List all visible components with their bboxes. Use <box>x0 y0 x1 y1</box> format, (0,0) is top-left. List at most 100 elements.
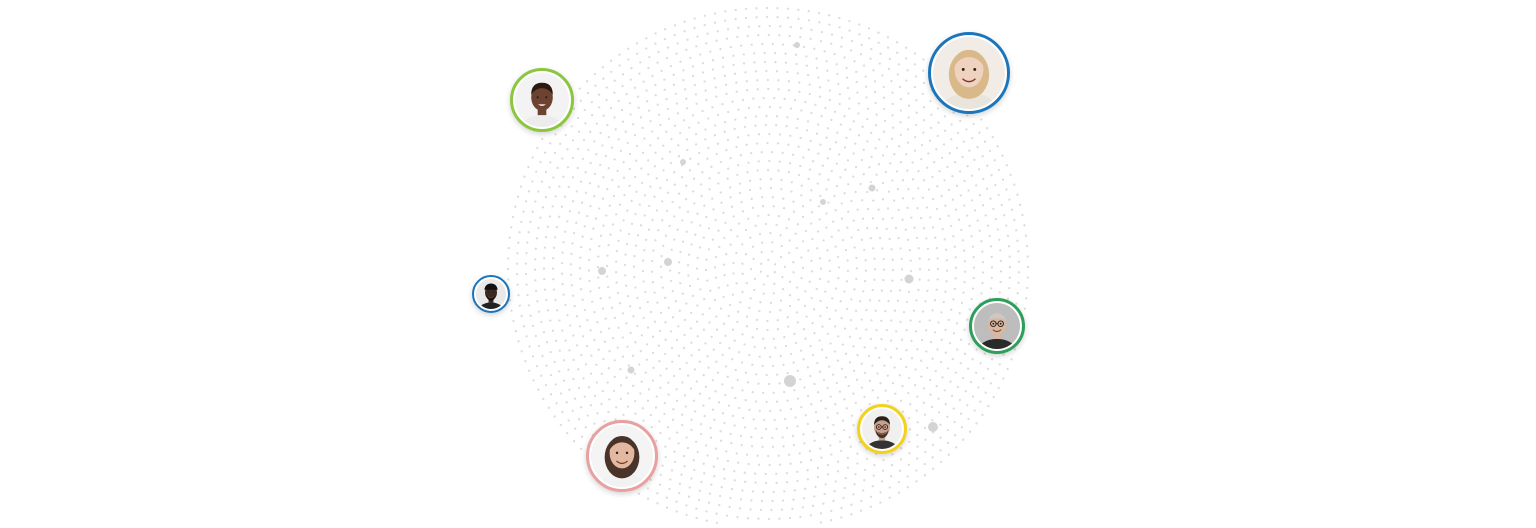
field-dot <box>916 445 919 448</box>
field-dot <box>626 345 629 348</box>
field-dot <box>559 392 563 395</box>
field-dot <box>730 442 733 445</box>
field-dot <box>905 329 908 332</box>
field-dot <box>686 148 689 152</box>
field-dot <box>760 436 763 440</box>
field-dot <box>853 60 856 63</box>
field-dot <box>846 159 850 162</box>
field-dot <box>826 416 829 419</box>
field-dot <box>937 397 940 400</box>
field-dot <box>784 417 787 421</box>
field-dot <box>527 165 530 169</box>
field-dot <box>669 478 672 481</box>
field-dot <box>762 490 765 494</box>
field-dot <box>819 267 823 270</box>
field-dot <box>875 227 879 230</box>
field-dot <box>910 357 914 360</box>
field-dot <box>961 239 965 242</box>
field-dot <box>959 338 963 341</box>
avatar-man-glasses[interactable] <box>857 404 907 454</box>
field-dot <box>698 392 702 395</box>
avatar-man-cap[interactable] <box>472 275 510 313</box>
field-dot <box>891 268 895 272</box>
field-dot <box>931 175 934 179</box>
field-dot <box>892 199 896 202</box>
field-dot <box>507 257 510 260</box>
avatar-blonde-woman[interactable] <box>928 32 1010 114</box>
field-dot <box>819 143 822 146</box>
field-dot <box>800 194 803 197</box>
field-dot <box>738 191 742 195</box>
field-dot <box>682 454 686 458</box>
avatar-older-man-glasses[interactable] <box>969 298 1025 354</box>
field-dot <box>810 111 813 115</box>
field-dot <box>677 271 681 275</box>
field-dot <box>719 191 722 194</box>
field-dot <box>825 356 828 359</box>
field-dot <box>595 363 598 366</box>
field-dot <box>928 319 931 322</box>
field-dot <box>577 211 581 214</box>
avatar-smiling-man[interactable] <box>510 68 574 132</box>
field-dot <box>687 495 691 498</box>
field-dot <box>692 190 695 193</box>
field-dot <box>568 210 572 213</box>
field-dot <box>773 263 777 266</box>
field-dot <box>676 228 679 231</box>
field-dot <box>915 299 918 302</box>
field-dot <box>701 61 705 65</box>
field-dot <box>571 176 575 179</box>
field-dot <box>809 199 812 202</box>
field-dot <box>651 130 654 133</box>
field-dot <box>795 311 799 314</box>
field-dot <box>871 217 875 220</box>
field-dot <box>866 190 869 194</box>
field-dot <box>618 302 622 305</box>
field-dot <box>595 153 598 156</box>
field-dot <box>789 25 792 29</box>
field-dot <box>760 251 763 254</box>
field-dot <box>922 131 925 134</box>
field-dot <box>632 384 635 387</box>
highlight-dot <box>664 258 672 266</box>
field-dot <box>689 327 693 330</box>
field-dot <box>769 355 772 359</box>
field-dot <box>741 243 744 246</box>
field-dot <box>908 376 911 380</box>
field-dot <box>579 180 583 183</box>
field-dot <box>907 391 910 395</box>
field-dot <box>913 63 916 66</box>
field-dot <box>506 267 510 271</box>
field-dot <box>695 102 698 105</box>
field-dot <box>927 258 930 261</box>
field-dot <box>744 253 748 256</box>
field-dot <box>826 249 829 252</box>
field-dot <box>786 399 789 402</box>
field-dot <box>768 159 771 163</box>
field-dot <box>765 69 768 73</box>
field-dot <box>708 397 711 400</box>
field-dot <box>813 439 816 442</box>
field-dot <box>1026 265 1030 269</box>
field-dot <box>898 289 902 292</box>
field-dot <box>870 131 873 135</box>
field-dot <box>834 209 837 212</box>
field-dot <box>669 330 673 333</box>
field-dot <box>971 287 975 290</box>
field-dot <box>602 224 605 227</box>
avatar-smiling-woman[interactable] <box>586 420 658 492</box>
field-dot <box>819 194 822 198</box>
field-dot <box>923 426 927 429</box>
field-dot <box>930 113 933 116</box>
field-dot <box>858 33 861 36</box>
field-dot <box>944 204 947 207</box>
field-dot <box>606 123 609 127</box>
field-dot <box>799 136 802 140</box>
field-dot <box>554 195 557 198</box>
field-dot <box>615 406 618 409</box>
field-dot <box>696 277 700 281</box>
field-dot <box>665 209 669 213</box>
field-dot <box>651 74 654 78</box>
field-dot <box>659 473 662 477</box>
field-dot <box>836 359 840 362</box>
